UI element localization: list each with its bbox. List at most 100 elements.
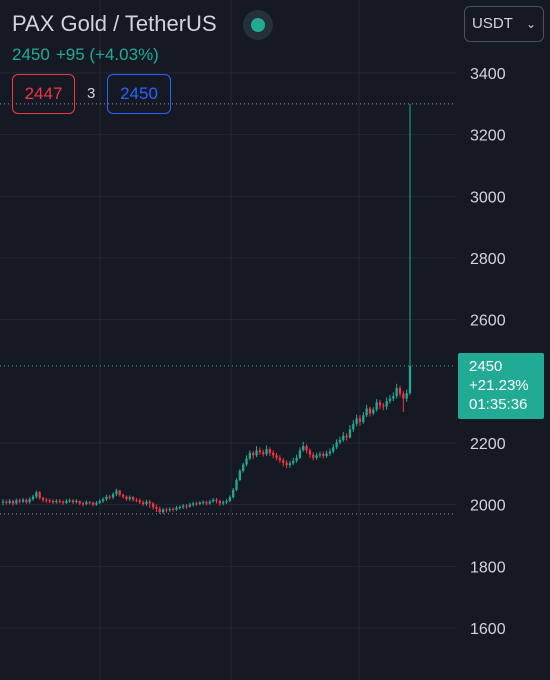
candle [228,495,231,503]
candle [48,498,51,504]
candle [382,402,385,411]
candle [38,491,41,500]
candle [1,499,5,506]
candle [305,444,308,454]
candle [408,103,412,395]
candle [208,499,211,505]
candle [61,500,65,505]
candle [202,500,205,505]
market-status-icon[interactable] [243,10,273,40]
reference-lines [0,103,456,515]
candle [278,455,282,463]
y-tick-label: 1800 [470,559,506,576]
candle [198,500,201,506]
candle [8,499,11,505]
candle [282,457,285,467]
candle [268,447,272,456]
candle [212,497,215,503]
candle [338,436,342,445]
candle [328,448,332,456]
candle [118,489,121,497]
candle [21,497,25,504]
candle [235,478,238,492]
symbol-title[interactable]: PAX Gold / TetherUS [12,11,217,36]
candle [18,498,21,504]
candle [65,499,68,505]
candle [298,447,302,460]
candle [125,495,128,501]
candle [288,460,292,468]
y-tick-label: 3000 [470,189,506,206]
candle [88,500,91,505]
candle [205,500,208,506]
candle [402,391,405,413]
candle [252,451,255,460]
currency-select[interactable]: USDT ⌄ [464,6,544,42]
candle [272,450,275,459]
candle [81,501,85,507]
candle [218,499,221,506]
candle [318,451,322,458]
candle [312,452,315,461]
candle [245,455,248,467]
candle [161,507,165,514]
chart-grid [0,0,456,680]
candle [352,420,355,432]
candle [68,498,71,503]
last-price-badge: 2450 +21.23% 01:35:36 [458,353,544,419]
last-price: 2450 [12,45,50,64]
candle [131,496,135,502]
candle [188,502,191,508]
candle [95,500,98,506]
candle [35,490,38,499]
candle [348,425,352,439]
candle [232,488,235,499]
candle [185,504,188,509]
currency-label: USDT [472,15,513,32]
candle [85,500,88,506]
candle [192,501,195,507]
candle [322,451,325,459]
candle [78,500,81,506]
bid-price-button[interactable]: 2447 [12,74,75,114]
y-tick-label: 2600 [470,313,506,330]
candle [362,412,365,424]
candle [275,452,278,461]
badge-change: +21.23% [469,377,529,394]
ask-price-button[interactable]: 2450 [107,74,171,114]
price-axis[interactable]: 3400 3200 3000 2800 2600 2200 2000 1800 1600 [470,66,506,638]
candle [101,497,105,503]
candle [175,505,178,511]
candle [178,505,181,510]
price-summary: 2450 +95 (+4.03%) [12,45,165,65]
candle [215,497,218,504]
y-tick-label: 2200 [470,436,506,453]
candle [222,500,225,506]
y-tick-label: 2000 [470,498,506,515]
candle [375,399,378,412]
candle [385,397,388,410]
badge-price: 2450 [469,358,503,375]
candle [325,450,328,458]
candle [98,499,101,505]
candle [225,499,228,505]
candle [145,499,148,506]
candle [5,499,8,505]
candle [368,406,372,417]
candle [345,433,348,441]
candle [148,499,151,508]
candle [58,499,61,504]
candle [158,506,161,514]
chevron-down-icon: ⌄ [525,17,536,31]
candle [128,495,131,501]
candle [105,494,108,501]
candle [265,445,268,456]
price-change: +95 (+4.03%) [55,45,159,64]
candle [258,447,262,455]
y-tick-label: 2800 [470,251,506,268]
candle [395,383,398,399]
candle [31,494,35,501]
candle [51,499,55,505]
candle [28,497,31,504]
